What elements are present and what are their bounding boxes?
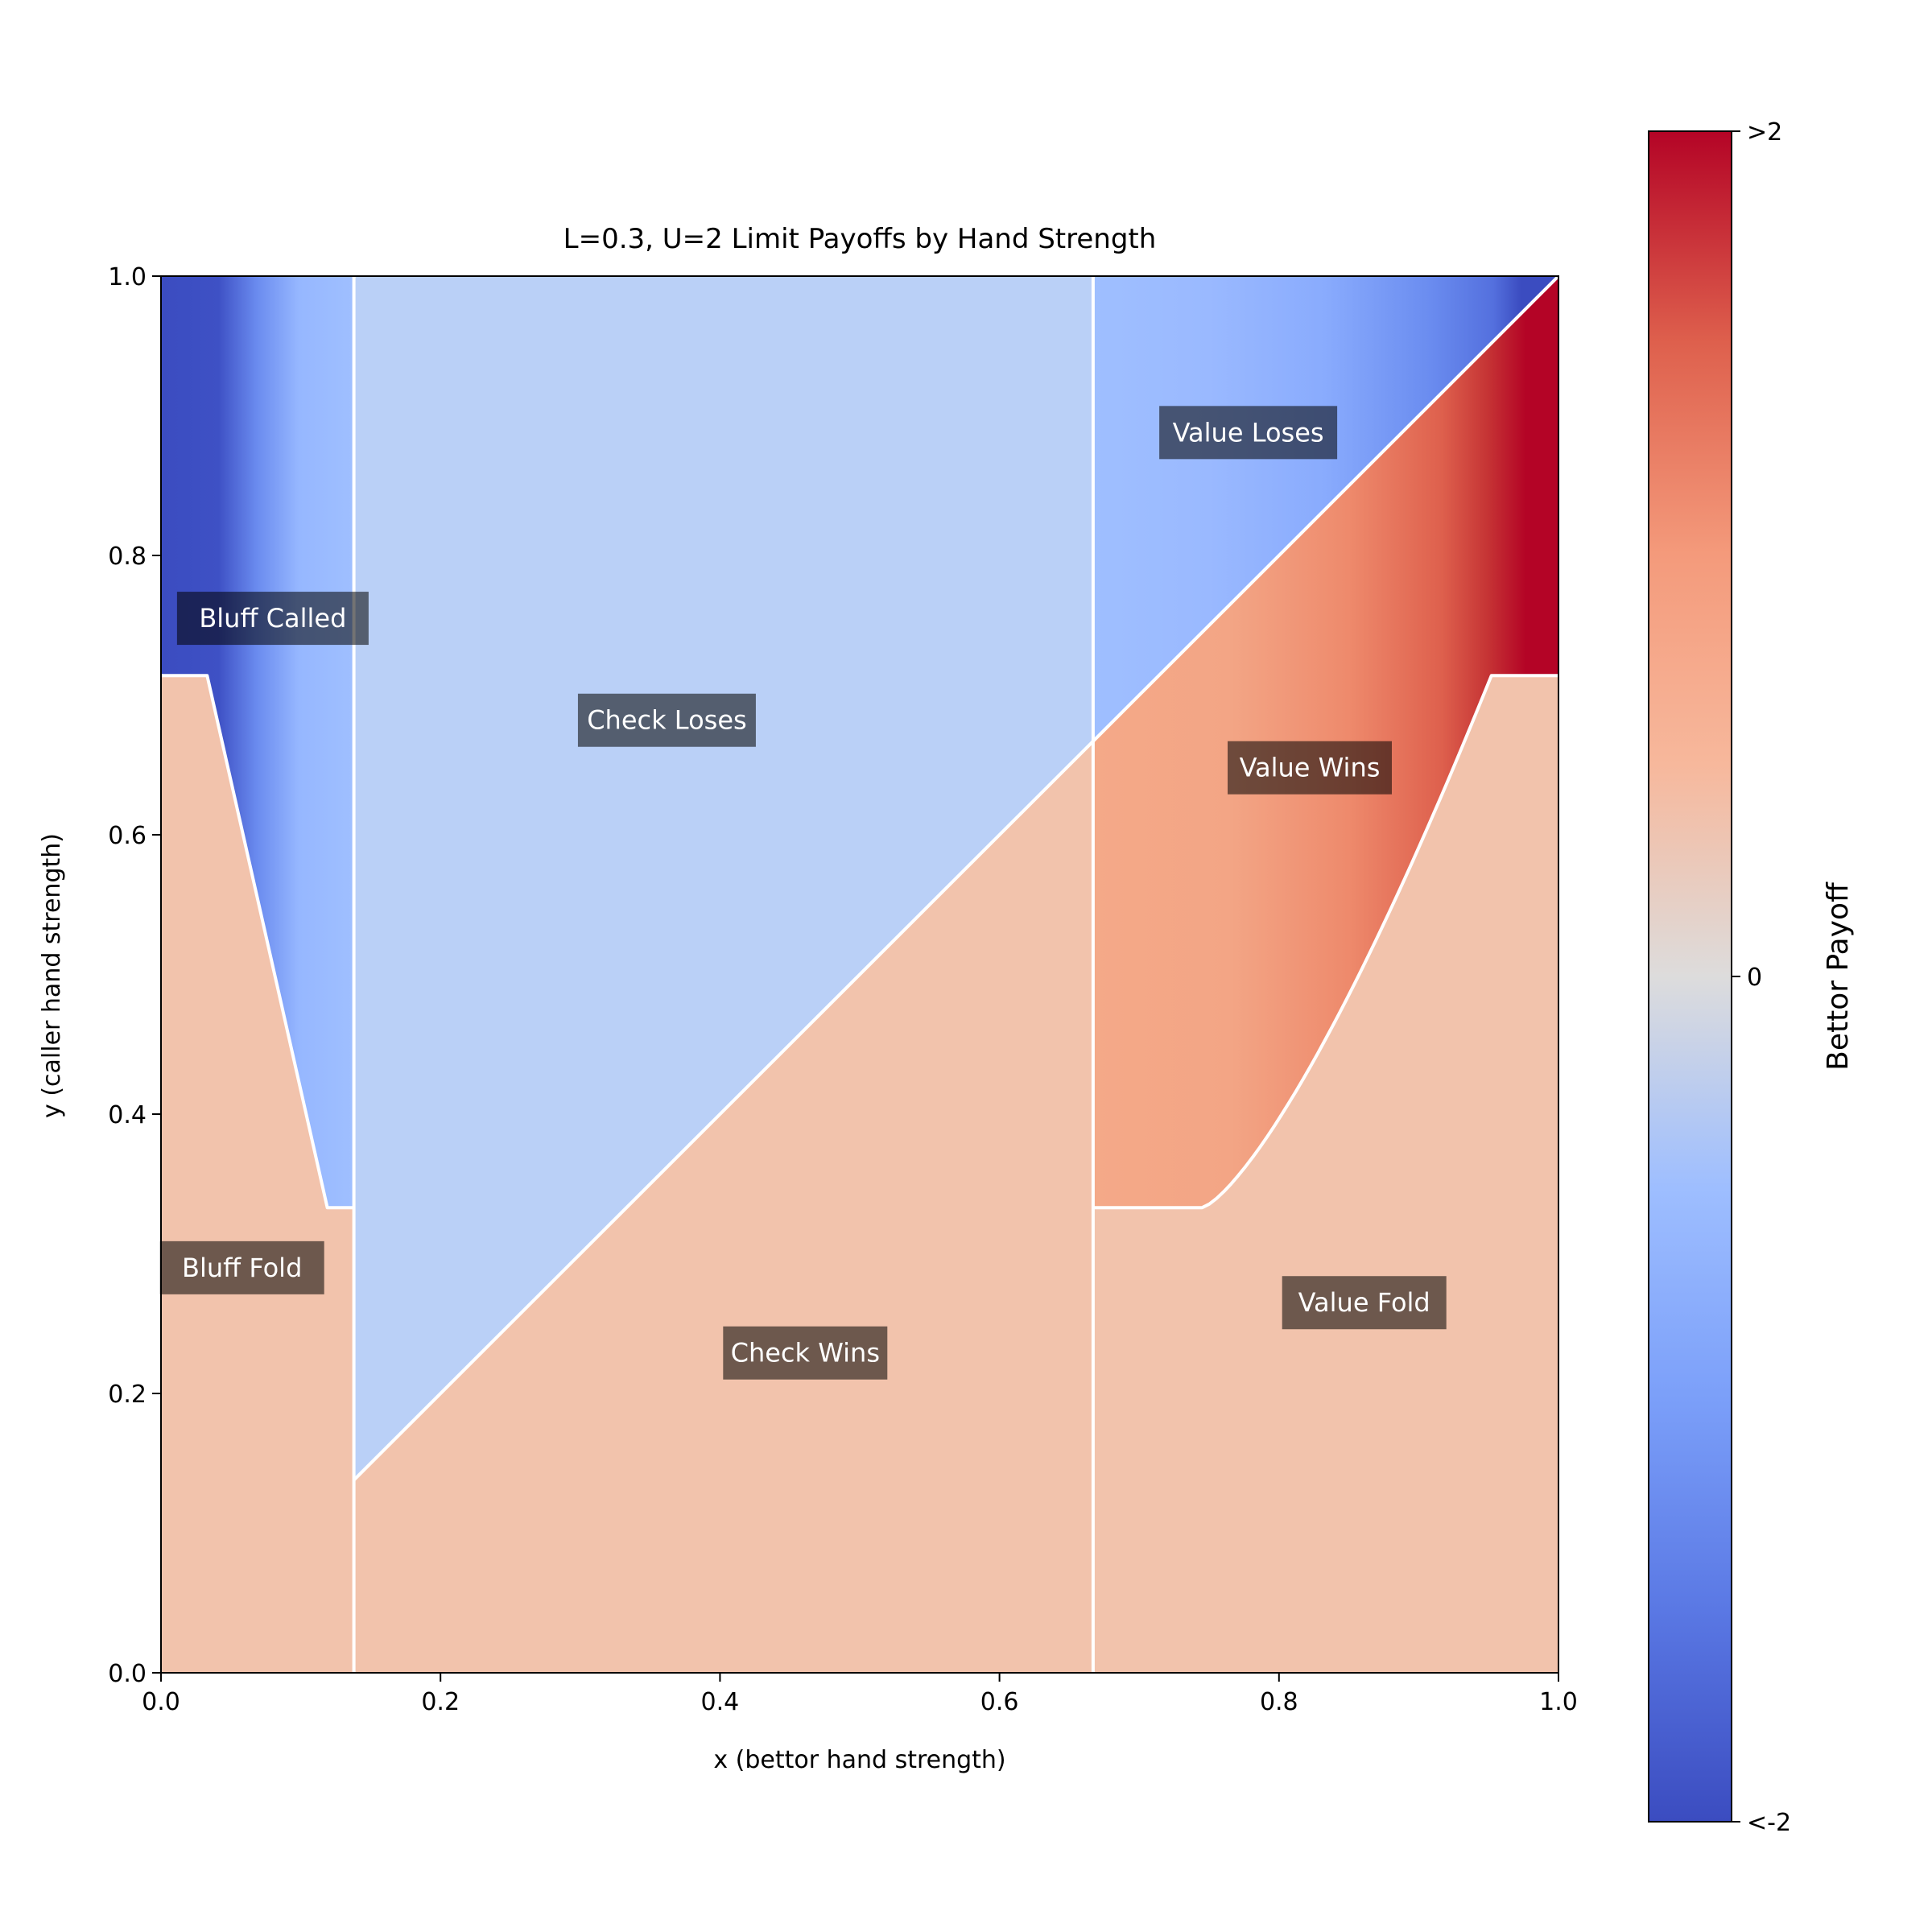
y-tick-label: 0.0 xyxy=(108,1660,147,1688)
x-tick-label: 0.8 xyxy=(1260,1688,1298,1716)
x-axis-label: x (bettor hand strength) xyxy=(713,1746,1005,1774)
region-label: Bluff Fold xyxy=(159,1241,324,1294)
region-label-box xyxy=(1227,741,1392,795)
boundary-diagonal xyxy=(353,275,1560,1482)
x-tick-label: 1.0 xyxy=(1539,1688,1578,1716)
region-label-box xyxy=(723,1326,888,1380)
region-bluff-called xyxy=(161,276,354,1208)
region-label-text: Value Loses xyxy=(1173,417,1324,448)
region-label-text: Bluff Called xyxy=(199,603,346,634)
x-tick-label: 0.4 xyxy=(701,1688,740,1716)
region-label: Bluff Called xyxy=(176,592,369,646)
region-check-loses xyxy=(353,276,1093,1480)
region-labels: Bluff Called Bluff Fold Check Loses Check W… xyxy=(159,406,1447,1380)
y-axis-label: y (caller hand strength) xyxy=(38,833,66,1118)
x-tick-label: 0.6 xyxy=(980,1688,1019,1716)
colorbar-tick-label-max: >2 xyxy=(1747,118,1782,147)
region-label: Value Fold xyxy=(1282,1276,1447,1330)
boundary-bluff-call xyxy=(161,674,354,1210)
region-label-box xyxy=(176,592,369,646)
colorbar: >2 0 <-2 Bettor Payoff xyxy=(1648,118,1855,1837)
region-label-text: Check Wins xyxy=(731,1338,880,1368)
chart-title: L=0.3, U=2 Limit Payoffs by Hand Strengt… xyxy=(564,223,1157,255)
colorbar-label: Bettor Payoff xyxy=(1822,881,1855,1071)
boundary-value-call xyxy=(1092,674,1558,1210)
region-label: Value Loses xyxy=(1159,406,1338,460)
region-label-text: Value Fold xyxy=(1298,1287,1430,1318)
region-label-box xyxy=(577,693,756,747)
region-label: Value Wins xyxy=(1227,741,1392,795)
x-tick-label: 0.2 xyxy=(421,1688,460,1716)
y-tick-label: 0.4 xyxy=(108,1101,147,1129)
y-tick-label: 0.6 xyxy=(108,822,147,850)
region-label-box xyxy=(1282,1276,1447,1330)
region-label-box xyxy=(1159,406,1338,460)
region-label-box xyxy=(159,1241,324,1294)
region-label: Check Loses xyxy=(577,693,756,747)
axes-frame xyxy=(160,275,1559,1674)
plot-area xyxy=(161,275,1560,1673)
region-label-text: Value Wins xyxy=(1240,753,1381,783)
colorbar-gradient xyxy=(1648,130,1732,1823)
region-label: Check Wins xyxy=(723,1326,888,1380)
region-label-text: Bluff Fold xyxy=(182,1253,302,1283)
axes: 0.0 0.2 0.4 0.6 0.8 1.0 0.0 0.2 0.4 0.6 0.8 1.0 xyxy=(108,263,1578,1716)
region-label-text: Check Loses xyxy=(587,705,746,736)
y-tick-label: 0.2 xyxy=(108,1381,147,1409)
y-tick-label: 0.8 xyxy=(108,543,147,571)
y-tick-label: 1.0 xyxy=(108,263,147,291)
colorbar-tick-label-min: <-2 xyxy=(1747,1809,1791,1837)
x-tick-label: 0.0 xyxy=(142,1688,180,1716)
colorbar-tick-label-zero: 0 xyxy=(1747,964,1762,992)
